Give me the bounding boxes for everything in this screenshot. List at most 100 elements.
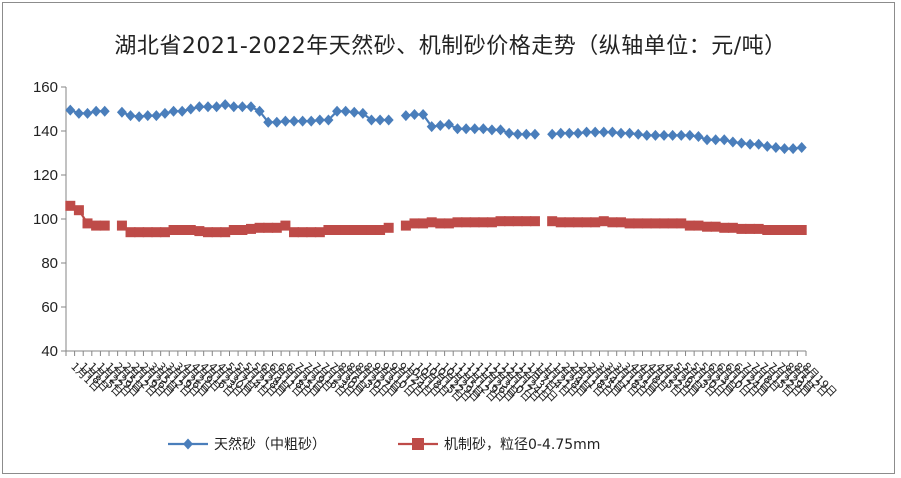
data-point bbox=[504, 216, 515, 227]
data-point bbox=[770, 142, 781, 153]
data-point bbox=[409, 218, 420, 229]
data-point bbox=[254, 105, 265, 117]
data-point bbox=[486, 217, 497, 228]
data-point bbox=[177, 225, 188, 235]
data-point bbox=[727, 136, 738, 148]
legend-marker bbox=[412, 438, 424, 450]
data-point bbox=[676, 129, 687, 141]
data-point bbox=[263, 222, 274, 233]
data-point bbox=[512, 216, 523, 227]
data-point bbox=[280, 115, 291, 127]
data-point bbox=[366, 114, 377, 126]
data-point bbox=[762, 225, 773, 235]
data-point bbox=[383, 222, 394, 233]
data-point bbox=[564, 217, 575, 228]
data-point bbox=[512, 128, 523, 140]
data-point bbox=[271, 116, 282, 128]
data-point bbox=[82, 218, 93, 229]
data-point bbox=[598, 216, 609, 227]
data-point bbox=[581, 217, 592, 228]
data-point bbox=[753, 223, 764, 234]
data-point bbox=[624, 127, 635, 139]
data-point bbox=[684, 129, 695, 141]
data-point bbox=[375, 225, 386, 235]
data-point bbox=[607, 126, 618, 138]
data-point bbox=[237, 225, 248, 235]
chart-title: 湖北省2021-2022年天然砂、机制砂价格走势（纵轴单位：元/吨） bbox=[114, 34, 787, 59]
data-point bbox=[168, 105, 179, 117]
series-1 bbox=[65, 99, 807, 155]
data-point bbox=[194, 101, 205, 113]
data-point bbox=[659, 129, 670, 141]
data-point bbox=[185, 225, 196, 235]
data-point bbox=[349, 225, 360, 235]
data-point bbox=[590, 126, 601, 138]
data-point bbox=[91, 220, 102, 231]
data-point bbox=[65, 104, 76, 116]
data-point bbox=[495, 124, 506, 136]
data-point bbox=[263, 116, 274, 128]
data-point bbox=[667, 129, 678, 141]
data-point bbox=[745, 223, 756, 234]
data-point bbox=[693, 131, 704, 142]
data-point bbox=[246, 223, 256, 234]
legend-label: 机制砂，粒径0-4.75mm bbox=[444, 437, 600, 453]
data-point bbox=[202, 227, 213, 238]
data-point bbox=[134, 111, 145, 123]
data-point bbox=[495, 216, 506, 227]
data-point bbox=[788, 143, 799, 155]
data-point bbox=[220, 99, 231, 111]
data-point bbox=[598, 126, 609, 138]
series-2 bbox=[65, 200, 807, 238]
data-point bbox=[366, 225, 377, 235]
data-point bbox=[555, 127, 566, 139]
y-axis: 40 60 80 100 120 140 160 bbox=[33, 79, 67, 360]
data-point bbox=[375, 114, 386, 126]
data-point bbox=[478, 217, 489, 228]
data-point bbox=[418, 109, 429, 120]
data-point bbox=[125, 110, 136, 122]
data-point bbox=[332, 225, 343, 235]
data-point bbox=[228, 101, 239, 113]
data-point bbox=[409, 109, 420, 120]
data-point bbox=[590, 217, 601, 228]
data-point bbox=[607, 217, 618, 228]
data-point bbox=[762, 140, 773, 152]
data-point bbox=[177, 105, 188, 117]
data-point bbox=[254, 222, 265, 233]
data-point bbox=[719, 222, 730, 233]
data-point bbox=[736, 223, 747, 234]
data-point bbox=[779, 225, 790, 235]
data-point bbox=[151, 227, 162, 238]
data-point bbox=[572, 127, 583, 139]
data-point bbox=[616, 217, 626, 228]
data-point bbox=[99, 220, 110, 231]
data-point bbox=[478, 123, 489, 135]
data-point bbox=[529, 216, 540, 227]
data-point bbox=[676, 218, 687, 229]
data-point bbox=[185, 103, 196, 115]
data-point bbox=[667, 218, 678, 229]
data-point bbox=[99, 105, 110, 117]
data-point bbox=[469, 123, 480, 135]
data-point bbox=[340, 105, 351, 117]
data-point bbox=[650, 129, 661, 141]
data-point bbox=[727, 222, 738, 233]
data-point bbox=[426, 217, 437, 228]
data-point bbox=[73, 107, 84, 119]
data-point bbox=[659, 218, 670, 229]
data-point bbox=[702, 134, 713, 146]
data-point bbox=[736, 137, 747, 149]
data-point bbox=[159, 107, 170, 119]
data-point bbox=[116, 106, 127, 118]
data-point bbox=[383, 114, 394, 126]
data-point bbox=[91, 105, 102, 117]
data-point bbox=[332, 105, 343, 117]
x-axis: 1月1日1月8日1月15日1月22日1月29日2月5日2月12日2月19日2月2… bbox=[65, 350, 839, 404]
data-point bbox=[306, 227, 317, 238]
data-point bbox=[633, 128, 644, 140]
data-point bbox=[142, 227, 153, 238]
data-point bbox=[469, 217, 480, 228]
data-point bbox=[271, 222, 282, 233]
